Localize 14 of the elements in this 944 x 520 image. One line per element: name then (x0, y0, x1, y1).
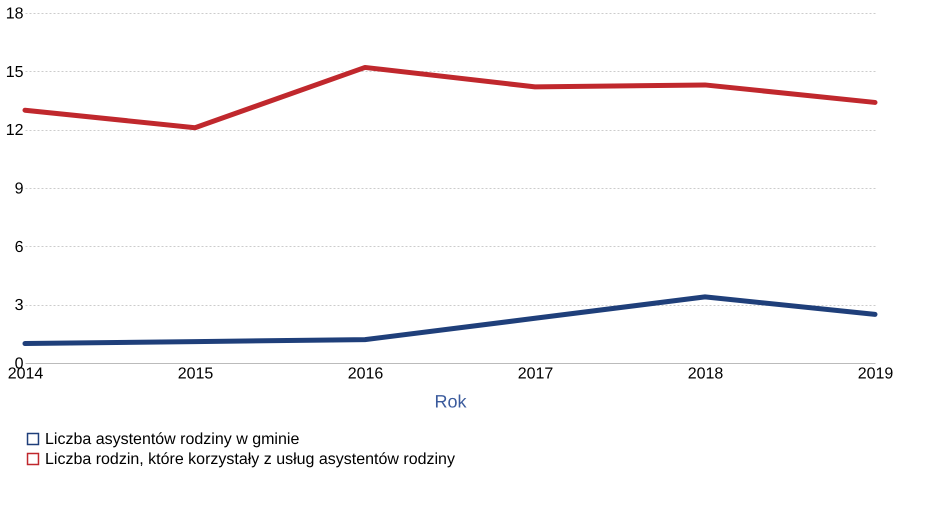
y-tick-label: 3 (14, 297, 24, 314)
legend-label: Liczba rodzin, które korzystały z usług asystentów rodziny (45, 451, 455, 468)
y-tick-label: 6 (14, 238, 24, 256)
y-tick-label: 12 (6, 122, 24, 140)
x-tick-label: 2017 (518, 366, 554, 382)
x-tick-label: 2018 (688, 366, 724, 382)
x-axis-title: Rok (434, 392, 468, 412)
y-tick-label: 15 (6, 64, 24, 81)
legend-label: Liczba asystentów rodziny w gminie (45, 431, 300, 448)
y-tick-label: 18 (6, 6, 24, 22)
y-tick-label: 9 (14, 180, 24, 198)
x-tick-label: 2016 (348, 366, 384, 382)
x-tick-label: 2019 (858, 366, 894, 382)
x-tick-label: 2015 (178, 366, 214, 382)
